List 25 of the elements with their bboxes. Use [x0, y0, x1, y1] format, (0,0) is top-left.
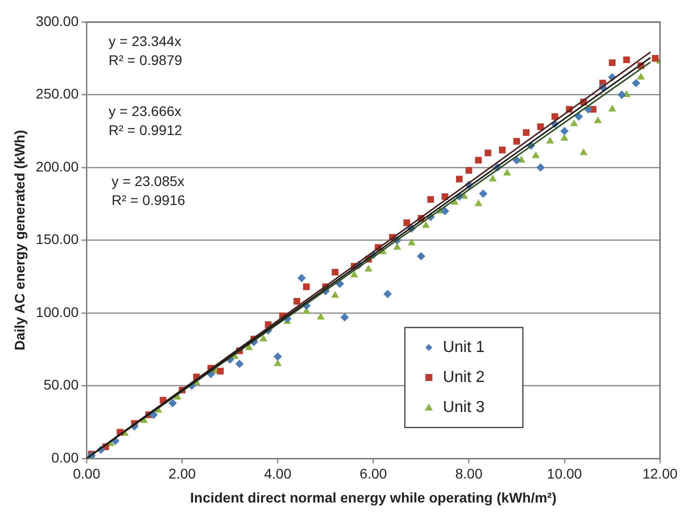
annotation: y = 23.085x: [112, 172, 184, 189]
y-tick-label: 150.00: [36, 231, 79, 248]
annotation: R² = 0.9916: [112, 192, 186, 208]
annotation: R² = 0.9879: [108, 52, 182, 68]
annotation: R² = 0.9912: [108, 122, 182, 138]
x-tick-label: 8.00: [455, 466, 483, 482]
legend-label: Unit 2: [442, 368, 485, 386]
x-tick-label: 2.00: [168, 466, 196, 482]
x-tick-label: 4.00: [264, 466, 292, 482]
x-tick-label: 10.00: [546, 466, 582, 482]
legend-label: Unit 3: [442, 398, 485, 416]
y-tick-label: 250.00: [36, 86, 79, 102]
y-axis-title: Daily AC energy generated (kWh): [11, 130, 28, 350]
x-tick-label: 0.00: [72, 466, 100, 482]
x-tick-label: 12.00: [642, 466, 678, 482]
y-tick-label: 300.00: [36, 12, 79, 29]
x-tick-label: 6.00: [360, 466, 388, 482]
y-tick-label: 50.00: [44, 376, 79, 393]
annotation: y = 23.666x: [108, 102, 182, 119]
x-axis-title: Incident direct normal energy while operating (kWh/m²): [190, 489, 557, 506]
y-tick-label: 100.00: [36, 304, 79, 320]
annotation: y = 23.344x: [108, 32, 182, 49]
y-tick-label: 200.00: [36, 158, 79, 174]
y-tick-label: 0.00: [51, 449, 79, 466]
legend-label: Unit 1: [442, 338, 485, 356]
